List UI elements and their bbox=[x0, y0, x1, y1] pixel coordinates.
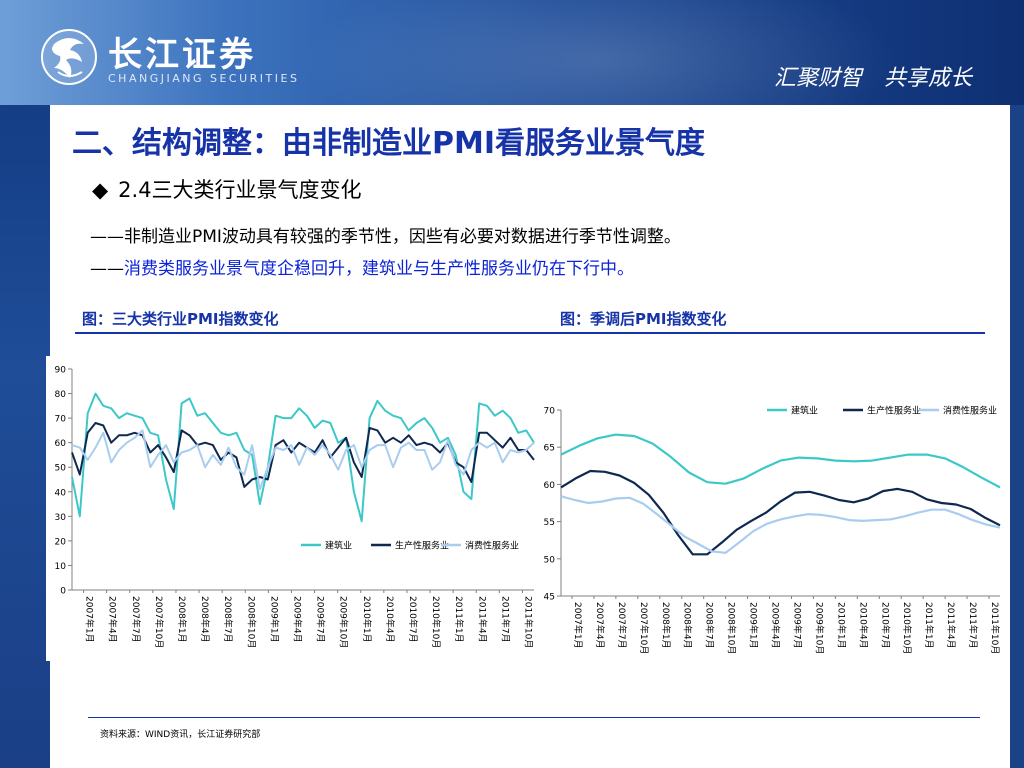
chart-1-x-tick-label: 2010年1月 bbox=[361, 596, 373, 643]
chart-1-x-tick-label: 2009年7月 bbox=[315, 596, 327, 643]
chart-1-y-tick-label: 10 bbox=[55, 562, 67, 572]
slide-subtitle: ◆ 2.4三大类行业景气度变化 bbox=[92, 174, 362, 204]
chart-1-x-tick-label: 2011年7月 bbox=[499, 596, 511, 643]
chart-1-x-tick-label: 2008年10月 bbox=[245, 596, 257, 648]
chart-2-x-tick-label: 2008年4月 bbox=[682, 602, 694, 649]
chart-1-legend-label-0: 建筑业 bbox=[325, 540, 352, 552]
chart-1-x-tick-label: 2008年1月 bbox=[176, 596, 188, 643]
chart-industry-pmi: 0 10 20 30 40 50 60 70 80 90 2007年1月 2007年4月 2007年7月… bbox=[46, 356, 541, 661]
chart-1-x-tick-label: 2009年10月 bbox=[338, 596, 350, 648]
header-banner: 长江证券 CHANGJIANG SECURITIES 汇聚财智 共享成长 bbox=[0, 0, 1024, 105]
chart-2-background bbox=[535, 395, 1005, 690]
chart-1-x-tick-label: 2010年4月 bbox=[384, 596, 396, 643]
comment-line-2-body: 消费类服务业景气度企稳回升，建筑业与生产性服务业仍在下行中。 bbox=[124, 259, 634, 279]
chart-1-x-tick-label: 2007年1月 bbox=[84, 596, 96, 643]
chart-2-x-tick-label: 2009年10月 bbox=[813, 602, 825, 654]
chart-2-x-tick-label: 2008年1月 bbox=[660, 602, 672, 649]
chart-1-y-tick-label: 0 bbox=[60, 587, 66, 597]
chart-2-x-tick-label: 2009年1月 bbox=[748, 602, 760, 649]
chart-2-x-tick-label: 2010年7月 bbox=[879, 602, 891, 649]
comment-line-2: ——消费类服务业景气度企稳回升，建筑业与生产性服务业仍在下行中。 bbox=[90, 254, 634, 279]
chart-2-series-line-2 bbox=[560, 495, 1001, 554]
chart-2-x-tick-label: 2010年10月 bbox=[901, 602, 913, 654]
chart-1-y-tick-label: 80 bbox=[55, 390, 67, 400]
chart-1-series-line-2 bbox=[71, 429, 535, 491]
chart-1-x-tick-label: 2011年4月 bbox=[476, 596, 488, 643]
source-note: 资料来源：WIND资讯，长江证券研究部 bbox=[100, 730, 261, 740]
chart-1-y-tick-label: 60 bbox=[55, 439, 67, 449]
chart-1-background bbox=[46, 356, 541, 661]
chart-1-x-tick-label: 2011年1月 bbox=[453, 596, 465, 643]
figure-1-title: 图：三大类行业PMI指数变化 bbox=[82, 310, 279, 328]
chart-1-y-tick-label: 90 bbox=[55, 366, 67, 376]
chart-2-x-tick-label: 2010年1月 bbox=[835, 602, 847, 649]
chart-seasonal-adjusted-pmi: 45 50 55 60 65 70 2007年1月 2007年4月 2007年7月 2007年10… bbox=[535, 395, 1005, 690]
slide-title: 二、结构调整：由非制造业PMI看服务业景气度 bbox=[72, 126, 706, 161]
chart-2-legend-label-1: 生产性服务业 bbox=[867, 405, 921, 417]
chart-2-x-tick-label: 2008年7月 bbox=[704, 602, 716, 649]
brand-name-cn: 长江证券 bbox=[108, 35, 256, 75]
figure-title-rule bbox=[75, 332, 985, 334]
chart-1-series-line-0 bbox=[71, 392, 535, 523]
chart-1-x-tick-label: 2010年7月 bbox=[407, 596, 419, 643]
chart-2-series-line-0 bbox=[560, 433, 1001, 489]
chart-2-x-tick-label: 2011年7月 bbox=[967, 602, 979, 649]
chart-1-x-tick-label: 2010年10月 bbox=[430, 596, 442, 648]
chart-1-x-tick-label: 2007年4月 bbox=[107, 596, 119, 643]
chart-2-x-tick-label: 2009年7月 bbox=[791, 602, 803, 649]
chart-2-series-line-1 bbox=[560, 469, 1001, 556]
chart-2-x-tick-label: 2009年4月 bbox=[770, 602, 782, 649]
chart-2-x-tick-label: 2007年10月 bbox=[638, 602, 650, 654]
chart-2-legend-label-2: 消费性服务业 bbox=[943, 405, 997, 417]
diamond-bullet-icon: ◆ bbox=[92, 178, 109, 202]
chart-2-y-tick-label: 50 bbox=[544, 555, 556, 565]
chart-1-series-line-1 bbox=[71, 422, 535, 488]
chart-2-y-tick-label: 60 bbox=[544, 481, 556, 491]
subtitle-text: 2.4三大类行业景气度变化 bbox=[118, 178, 362, 202]
left-decor-bar bbox=[0, 105, 50, 768]
slogan: 汇聚财智 共享成长 bbox=[773, 66, 972, 91]
chart-2-legend-label-0: 建筑业 bbox=[791, 405, 818, 417]
chart-2-x-tick-label: 2007年4月 bbox=[594, 602, 606, 649]
chart-1-x-tick-label: 2009年4月 bbox=[291, 596, 303, 643]
footer-rule bbox=[88, 717, 980, 718]
chart-1-x-tick-label: 2008年4月 bbox=[199, 596, 211, 643]
chart-1-y-tick-label: 30 bbox=[55, 513, 67, 523]
chart-2-y-tick-label: 70 bbox=[544, 407, 556, 417]
chart-2-x-tick-label: 2010年4月 bbox=[857, 602, 869, 649]
chart-1-x-tick-label: 2007年10月 bbox=[153, 596, 165, 648]
chart-2-y-tick-label: 55 bbox=[544, 518, 555, 528]
chart-1-x-tick-label: 2009年1月 bbox=[268, 596, 280, 643]
figure-2-title: 图：季调后PMI指数变化 bbox=[560, 310, 727, 328]
chart-2-x-tick-label: 2008年10月 bbox=[726, 602, 738, 654]
chart-2-x-tick-label: 2011年4月 bbox=[945, 602, 957, 649]
chart-1-x-tick-label: 2011年10月 bbox=[522, 596, 534, 648]
chart-2-x-tick-label: 2007年7月 bbox=[616, 602, 628, 649]
chart-2-x-tick-label: 2011年1月 bbox=[923, 602, 935, 649]
chart-1-y-tick-label: 20 bbox=[55, 537, 67, 547]
comment-line-1: ——非制造业PMI波动具有较强的季节性，因些有必要对数据进行季节性调整。 bbox=[90, 227, 681, 247]
comment-dash: —— bbox=[90, 259, 124, 279]
changjiang-logo-icon bbox=[41, 29, 97, 85]
chart-2-x-tick-label: 2007年1月 bbox=[572, 602, 584, 649]
chart-1-legend-label-2: 消费性服务业 bbox=[465, 540, 519, 552]
chart-2-x-tick-label: 2011年10月 bbox=[989, 602, 1001, 654]
chart-1-x-tick-label: 2007年7月 bbox=[130, 596, 142, 643]
right-decor-bar bbox=[1010, 105, 1024, 768]
header-light-streak bbox=[300, 0, 900, 105]
chart-2-y-tick-label: 45 bbox=[544, 593, 555, 603]
chart-1-y-tick-label: 50 bbox=[55, 464, 67, 474]
chart-1-y-tick-label: 40 bbox=[55, 488, 67, 498]
chart-2-y-tick-label: 65 bbox=[544, 444, 555, 454]
chart-1-legend-label-1: 生产性服务业 bbox=[395, 540, 449, 552]
chart-1-x-tick-label: 2008年7月 bbox=[222, 596, 234, 643]
chart-1-y-tick-label: 70 bbox=[55, 415, 67, 425]
brand-name-en: CHANGJIANG SECURITIES bbox=[108, 72, 300, 85]
